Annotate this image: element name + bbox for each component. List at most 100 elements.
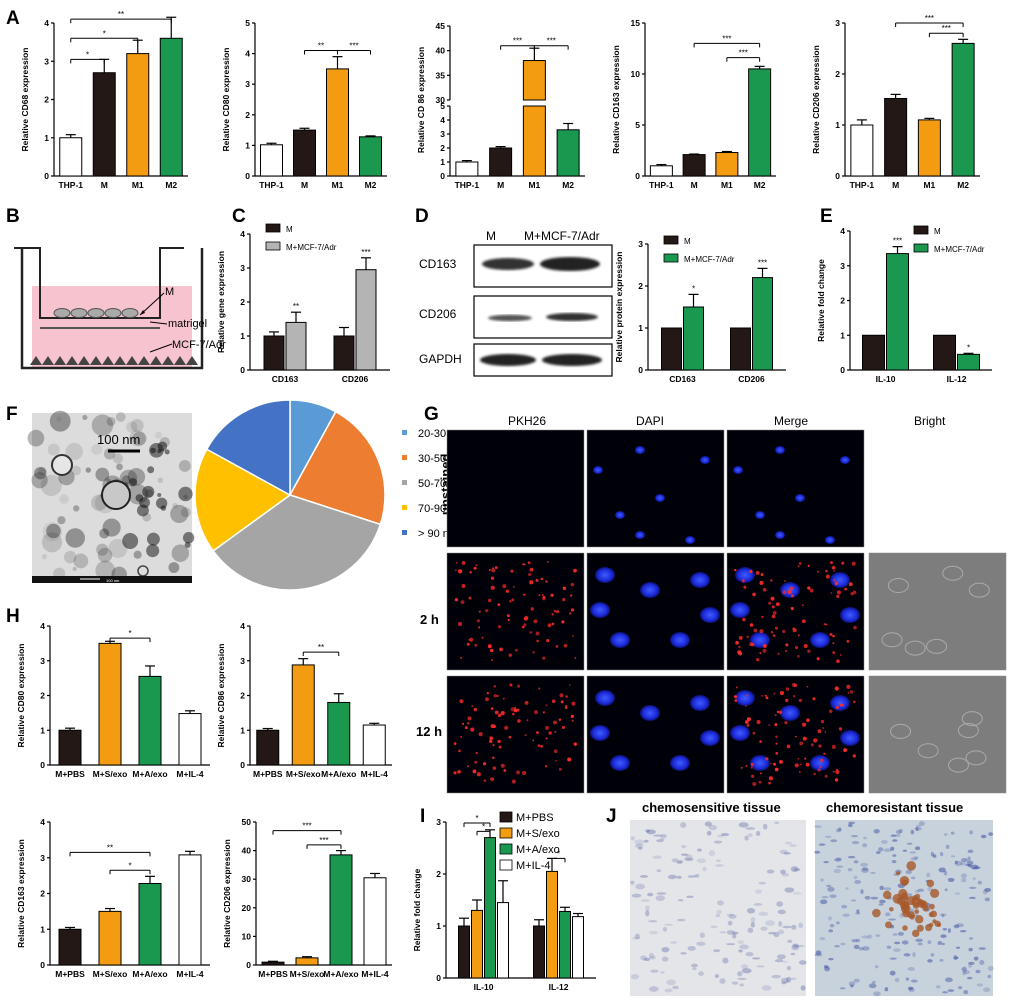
I-1-2-bar	[559, 910, 571, 979]
I-ylabel: Relative fold change	[412, 868, 422, 951]
H2-0-bar	[256, 729, 280, 766]
A2-xtick-label: M1	[332, 180, 344, 190]
A5-1-bar	[884, 97, 908, 177]
A5-ytick-label: 2	[835, 69, 840, 79]
A5-ytick-label: 1	[835, 120, 840, 130]
A2-ytick-label: 4	[245, 49, 250, 59]
panel-label-a: A	[6, 8, 20, 29]
H3-3-bar	[178, 854, 202, 966]
A3-ytick-label: 0	[440, 171, 445, 181]
H4-xtick-label: M+S/exo	[290, 969, 325, 979]
pointer-mcf	[149, 343, 173, 353]
H2-xtick-label: M+S/exo	[286, 769, 321, 779]
chart-A4: 0 5 10 15 Relative CD163 expression THP-1 M M1 M…	[611, 18, 776, 190]
A4-ytick-label: 0	[635, 171, 640, 181]
E-legend-label: M+MCF-7/Adr	[934, 245, 985, 254]
histology-images: chemosensitive tissue chemoresistant tis…	[630, 800, 994, 997]
C-ytick-label: 2	[240, 297, 245, 307]
I-legend-label: M+A/exo	[516, 844, 560, 856]
pie-legend-swatch	[402, 480, 407, 485]
chart-I: 0 1 2 3 Relative fold change IL-10 IL-12 * * * M+P…	[412, 811, 596, 992]
H1-ylabel: Relative CD80 expression	[16, 644, 26, 748]
A2-0-bar	[260, 144, 283, 177]
chart-C: 0 1 2 3 4 Relative gene expression ** CD163 *** C…	[216, 223, 390, 384]
I-legend-label: M+IL-4	[516, 860, 551, 872]
E-xtick-label: IL-12	[947, 374, 967, 384]
pie-slice	[205, 399, 291, 497]
panel-label-d: D	[415, 206, 429, 227]
A2-ylabel: Relative CD80 expression	[221, 48, 231, 152]
H4-ylabel: Relative CD206 expression	[222, 839, 232, 948]
C-ytick-label: 0	[240, 365, 245, 375]
H1-xtick-label: M+IL-4	[176, 769, 203, 779]
blot-header-mm: M+MCF-7/Adr	[524, 229, 600, 243]
A1-1-bar	[92, 72, 116, 177]
A2-3-bar	[359, 136, 382, 177]
outer-well	[20, 248, 204, 370]
H1-1-bar	[98, 642, 122, 766]
H2-0-sig-label: **	[318, 643, 324, 652]
H1-0-sig-label: *	[128, 629, 131, 638]
I-legend-swatch	[499, 827, 513, 839]
panel-label-f: F	[6, 404, 18, 425]
chart-A2: 0 1 2 3 4 5 Relative CD80 expression THP-1 M M1 M2…	[221, 18, 387, 190]
A4-3-bar	[748, 68, 772, 177]
row-12h: 12 h	[416, 724, 442, 739]
I-0-3-bar	[497, 902, 509, 979]
pie-legend-swatch	[402, 455, 407, 460]
D-ytick-label: 0	[638, 365, 643, 375]
H1-xtick-label: M+S/exo	[93, 769, 128, 779]
C-sig-label: ***	[361, 248, 370, 257]
A5-ytick-label: 0	[835, 171, 840, 181]
pointer-matrigel	[149, 321, 168, 325]
E-0-0-bar	[862, 334, 885, 371]
H2-ytick-label: 1	[240, 725, 245, 735]
H3-0-sig-label: **	[107, 843, 113, 852]
A1-3-bar	[159, 37, 183, 177]
D-legend-swatch	[663, 253, 679, 263]
A1-2-sig-label: **	[118, 10, 124, 19]
A2-xtick-label: M2	[365, 180, 377, 190]
em-scale-label: 100 nm	[97, 432, 140, 447]
H2-ylabel: Relative CD86 expression	[216, 644, 226, 748]
A4-xtick-label: M	[691, 180, 698, 190]
E-ytick-label: 4	[840, 226, 845, 236]
C-xtick-label: CD206	[342, 374, 369, 384]
A5-ytick-label: 3	[835, 18, 840, 28]
H3-1-sig-label: *	[128, 861, 131, 870]
chart-E: 0 1 2 3 4 Relative fold change *** IL-10 * IL-12 M…	[816, 225, 992, 384]
E-sig-label: ***	[893, 237, 902, 246]
A1-ytick-label: 4	[44, 18, 49, 28]
A3-ytick-label: 3	[440, 129, 445, 139]
D-0-0-bar	[661, 327, 682, 371]
E-ytick-label: 0	[840, 365, 845, 375]
pointer-m	[139, 292, 165, 316]
A5-xtick-label: M1	[923, 180, 935, 190]
A3-0-sig-label: ***	[513, 37, 522, 46]
pie-slice	[212, 494, 382, 591]
C-legend-label: M+MCF-7/Adr	[286, 243, 337, 252]
A3-ytick-label: 1	[440, 157, 445, 167]
A5-1-sig-label: ***	[942, 24, 951, 33]
C-ytick-label: 3	[240, 263, 245, 273]
A3-2-bar-low	[522, 105, 546, 177]
label-chemosensitive: chemosensitive tissue	[642, 800, 781, 815]
H1-ytick-label: 0	[40, 760, 45, 770]
A5-ylabel: Relative CD206 expression	[811, 45, 821, 154]
I-legend-swatch	[499, 859, 513, 871]
panel-label-h: H	[6, 606, 20, 627]
A1-0-sig-label: *	[86, 50, 89, 59]
H2-xtick-label: M+IL-4	[361, 769, 388, 779]
A3-ytick-label: 45	[436, 21, 446, 31]
E-ytick-label: 1	[840, 330, 845, 340]
H4-ytick-label: 40	[242, 846, 252, 856]
em-footer-label: 100 nm	[106, 578, 120, 583]
I-0-0-bar	[458, 925, 470, 979]
A2-ytick-label: 5	[245, 18, 250, 28]
A3-1-bar	[489, 147, 513, 177]
A1-ylabel: Relative CD68 expression	[20, 48, 30, 152]
I-0-sig-label: *	[475, 814, 478, 823]
